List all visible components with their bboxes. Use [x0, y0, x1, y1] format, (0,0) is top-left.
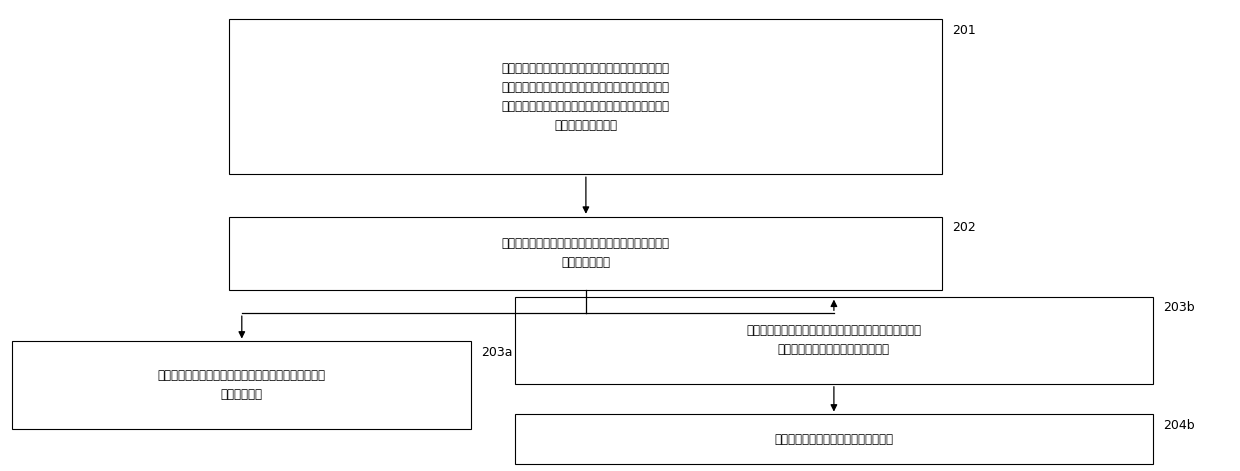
FancyBboxPatch shape: [229, 19, 942, 174]
Text: 202: 202: [952, 221, 976, 235]
Text: 203b: 203b: [1163, 301, 1195, 315]
Text: 203a: 203a: [481, 346, 512, 359]
Text: 当第一需求扭矩为负扭矩时，整车控制器请求电机输出
第一需求扭矩: 当第一需求扭矩为负扭矩时，整车控制器请求电机输出 第一需求扭矩: [157, 369, 326, 401]
FancyBboxPatch shape: [515, 414, 1153, 464]
Text: 当第一需求扭矩为正扭矩时，整车控制器将第一需求扭矩
乘以预设系数，以获得第二需求扭矩: 当第一需求扭矩为正扭矩时，整车控制器将第一需求扭矩 乘以预设系数，以获得第二需求…: [746, 325, 921, 356]
Text: 整车控制器请求电机输出第二需求扭矩: 整车控制器请求电机输出第二需求扭矩: [775, 433, 893, 446]
Text: 整车控制器根据当前车速及踩下深度在预置数据表中查
找第一需求扭矩: 整车控制器根据当前车速及踩下深度在预置数据表中查 找第一需求扭矩: [502, 237, 670, 269]
Text: 204b: 204b: [1163, 419, 1195, 432]
Text: 当整车控制器先采集到刹车踏板踩下信号，且保持采集
到刹车踏板踩下信号的同时，又采集到油门踏板踩下信
号时，整车控制器获取电动汽车对应的当前车速及油门
踏板对应的: 当整车控制器先采集到刹车踏板踩下信号，且保持采集 到刹车踏板踩下信号的同时，又采…: [502, 62, 670, 131]
FancyBboxPatch shape: [12, 341, 471, 429]
FancyBboxPatch shape: [229, 217, 942, 290]
Text: 201: 201: [952, 24, 976, 37]
FancyBboxPatch shape: [515, 297, 1153, 384]
